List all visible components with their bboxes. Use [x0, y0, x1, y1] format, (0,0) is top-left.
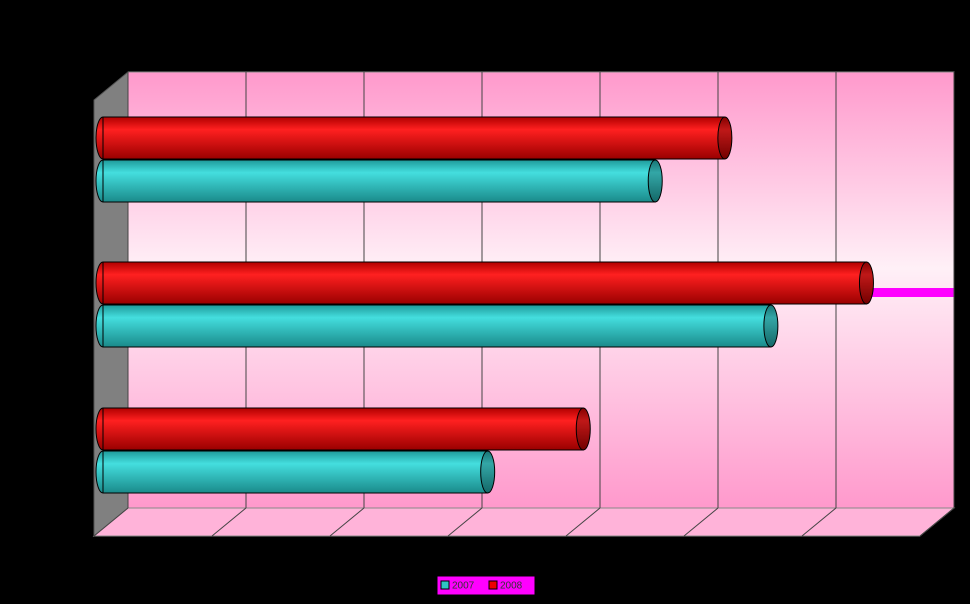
- floor: [92, 507, 956, 537]
- bar: [102, 450, 489, 494]
- bar-end-cap: [858, 261, 874, 305]
- bar-end-cap: [575, 407, 591, 451]
- floor-grid-line: [683, 507, 719, 537]
- bar-end-cap: [717, 116, 733, 160]
- floor-grid-line: [329, 507, 365, 537]
- floor-grid-line: [565, 507, 601, 537]
- floor-grid-line: [919, 507, 955, 537]
- bar: [102, 304, 772, 348]
- bar: [102, 407, 584, 451]
- floor-grid-line: [211, 507, 247, 537]
- bar-end-cap: [480, 450, 496, 494]
- floor-grid-line: [447, 507, 483, 537]
- legend-label: 2008: [500, 581, 523, 592]
- bar: [102, 116, 726, 160]
- decoration-line: [870, 288, 954, 297]
- legend-label: 2007: [452, 581, 475, 592]
- bar: [102, 261, 867, 305]
- legend: 2007 2008: [436, 575, 536, 596]
- bar-end-cap: [763, 304, 779, 348]
- floor-grid-line: [93, 507, 129, 537]
- bar-end-cap: [647, 159, 663, 203]
- floor-grid-line: [801, 507, 837, 537]
- legend-swatch: [440, 580, 450, 590]
- legend-swatch: [488, 580, 498, 590]
- bar: [102, 159, 656, 203]
- legend-box: [436, 575, 536, 596]
- bars: [95, 116, 874, 494]
